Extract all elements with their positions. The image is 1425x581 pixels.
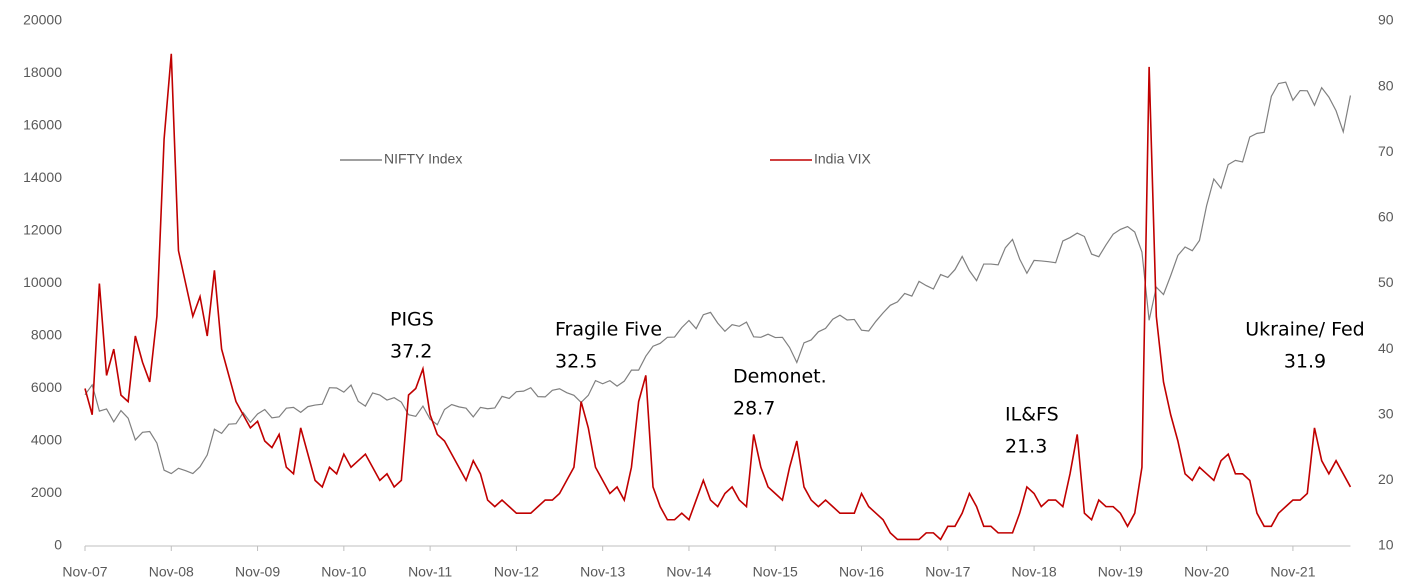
y-tick-label: 14000	[23, 169, 62, 185]
x-tick-label: Nov-15	[753, 564, 798, 580]
x-tick-label: Nov-10	[321, 564, 366, 580]
annotation: 28.7	[733, 398, 775, 420]
y-tick-label: 16000	[23, 117, 62, 133]
annotation: 31.9	[1284, 351, 1326, 373]
legend-label: NIFTY Index	[384, 151, 462, 167]
annotation: PIGS	[390, 309, 434, 331]
y-tick-label: 20000	[23, 12, 62, 28]
y2-tick-label: 80	[1378, 77, 1394, 93]
annotation: Ukraine/ Fed	[1245, 319, 1364, 341]
y-tick-label: 2000	[31, 484, 62, 500]
x-tick-label: Nov-19	[1098, 564, 1143, 580]
series-line	[84, 53, 1352, 541]
y-tick-label: 18000	[23, 64, 62, 80]
annotation: Fragile Five	[555, 319, 662, 341]
annotation: 37.2	[390, 341, 432, 363]
y2-tick-label: 20	[1378, 471, 1394, 487]
x-tick-label: Nov-13	[580, 564, 625, 580]
x-tick-label: Nov-07	[62, 564, 107, 580]
y-tick-label: 12000	[23, 222, 62, 238]
y-tick-label: 0	[54, 537, 62, 553]
annotation: IL&FS	[1005, 404, 1059, 426]
x-tick-label: Nov-16	[839, 564, 884, 580]
x-tick-label: Nov-17	[925, 564, 970, 580]
y2-tick-label: 90	[1378, 12, 1394, 28]
legend-label: India VIX	[814, 151, 871, 167]
annotation: Demonet.	[733, 366, 827, 388]
y2-tick-label: 70	[1378, 143, 1394, 159]
y2-tick-label: 30	[1378, 405, 1394, 421]
y-tick-label: 10000	[23, 274, 62, 290]
x-tick-label: Nov-21	[1270, 564, 1315, 580]
y2-tick-label: 10	[1378, 537, 1394, 553]
x-tick-label: Nov-18	[1012, 564, 1057, 580]
y-tick-label: 6000	[31, 379, 62, 395]
y-tick-label: 8000	[31, 327, 62, 343]
y2-tick-label: 40	[1378, 340, 1394, 356]
x-tick-label: Nov-14	[666, 564, 711, 580]
y-tick-label: 4000	[31, 432, 62, 448]
x-tick-label: Nov-11	[408, 564, 452, 580]
annotation: 21.3	[1005, 436, 1047, 458]
x-tick-label: Nov-20	[1184, 564, 1229, 580]
x-tick-label: Nov-09	[235, 564, 280, 580]
series-line	[84, 81, 1352, 475]
y2-tick-label: 50	[1378, 274, 1394, 290]
x-tick-label: Nov-08	[149, 564, 194, 580]
annotation: 32.5	[555, 351, 597, 373]
y2-tick-label: 60	[1378, 209, 1394, 225]
x-tick-label: Nov-12	[494, 564, 539, 580]
